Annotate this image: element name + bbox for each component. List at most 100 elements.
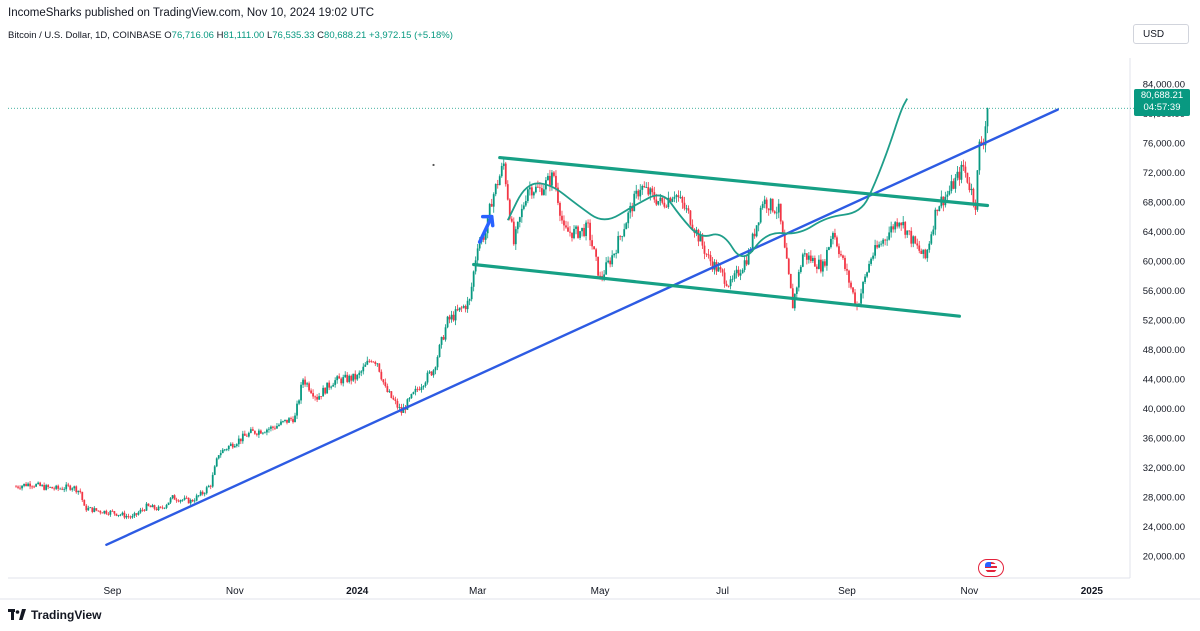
candle — [500, 162, 503, 178]
candle-body — [934, 209, 937, 230]
candle-body — [840, 254, 842, 256]
candle — [619, 235, 622, 241]
candle-body — [924, 249, 927, 259]
currency-selector[interactable]: USD — [1133, 24, 1189, 44]
candle — [346, 372, 349, 384]
candle-body — [707, 254, 710, 256]
candle — [532, 191, 535, 199]
candle — [637, 189, 640, 200]
candle-body — [422, 385, 425, 388]
candle — [268, 426, 270, 433]
candle — [846, 263, 848, 276]
candle — [386, 383, 389, 393]
candle — [191, 499, 194, 503]
tradingview-logo[interactable]: TradingView — [8, 608, 101, 622]
candle-body — [199, 491, 202, 496]
channel-lower-line — [472, 262, 961, 318]
candle-body — [490, 203, 493, 207]
candle-body — [633, 193, 636, 212]
candle-body — [836, 237, 838, 247]
candle-body — [695, 229, 698, 234]
candle — [290, 416, 292, 422]
candle-body — [171, 495, 174, 499]
candle — [793, 293, 796, 311]
candle-body — [621, 236, 624, 238]
candle-body — [709, 255, 712, 262]
candle — [926, 248, 929, 262]
candle-body — [557, 187, 559, 203]
candle — [115, 513, 118, 517]
candle-body — [514, 229, 517, 245]
candle — [581, 227, 583, 237]
candle — [141, 507, 144, 512]
candle-body — [322, 387, 325, 397]
candle — [962, 159, 965, 172]
candle — [257, 428, 260, 438]
candle — [356, 374, 359, 381]
candle-body — [928, 243, 931, 250]
candle-body — [721, 269, 724, 273]
candle-body — [450, 314, 453, 320]
candle — [25, 482, 27, 487]
low-label: L — [266, 30, 273, 41]
candle — [502, 158, 505, 170]
candle-body — [468, 299, 471, 301]
candle — [880, 240, 883, 247]
candle-body — [860, 293, 862, 304]
candle-body — [815, 266, 818, 269]
candle-body — [645, 187, 648, 188]
candle — [665, 204, 668, 208]
candle-body — [739, 273, 742, 276]
candle-body — [45, 485, 48, 490]
candle — [364, 362, 367, 367]
candle-body — [436, 357, 439, 368]
candle-body — [687, 208, 690, 211]
candle-body — [366, 360, 369, 365]
candle-body — [217, 455, 220, 459]
candle-body — [290, 418, 292, 420]
candle — [384, 378, 387, 388]
candle-body — [813, 257, 816, 267]
candle-body — [388, 391, 391, 393]
candle-body — [77, 490, 80, 493]
candle-body — [292, 419, 294, 423]
candle — [765, 197, 768, 214]
candle-body — [777, 203, 780, 213]
candle-body — [850, 282, 852, 288]
candle — [559, 201, 561, 222]
candle — [898, 221, 901, 229]
candle — [932, 225, 935, 236]
candle — [125, 513, 128, 520]
candle-body — [294, 415, 296, 423]
candle — [651, 185, 654, 196]
candle-body — [215, 458, 218, 467]
candle-body — [153, 505, 156, 509]
candle-body — [936, 209, 939, 212]
candle-body — [47, 485, 50, 488]
candle — [358, 370, 361, 379]
candle — [605, 257, 608, 275]
candle — [330, 385, 333, 390]
candle-body — [334, 380, 337, 385]
candle-body — [761, 204, 764, 208]
candle-body — [139, 509, 142, 513]
candle-body — [410, 394, 413, 399]
y-tick-label: 40,000.00 — [1143, 404, 1185, 415]
candle-body — [496, 184, 499, 186]
candle-body — [67, 484, 70, 486]
candle-body — [520, 208, 523, 218]
candle — [464, 304, 467, 313]
symbol-name[interactable]: Bitcoin / U.S. Dollar, 1D, COINBASE — [8, 30, 162, 41]
candle — [247, 431, 250, 438]
candle-body — [960, 164, 963, 180]
candle — [217, 455, 220, 460]
candle — [380, 369, 383, 381]
candle — [468, 298, 471, 306]
candle — [512, 217, 515, 246]
candle — [278, 423, 280, 427]
us-flag-icon[interactable] — [978, 559, 1004, 577]
candle — [908, 230, 911, 236]
candle-body — [340, 378, 343, 384]
candle — [426, 370, 429, 385]
